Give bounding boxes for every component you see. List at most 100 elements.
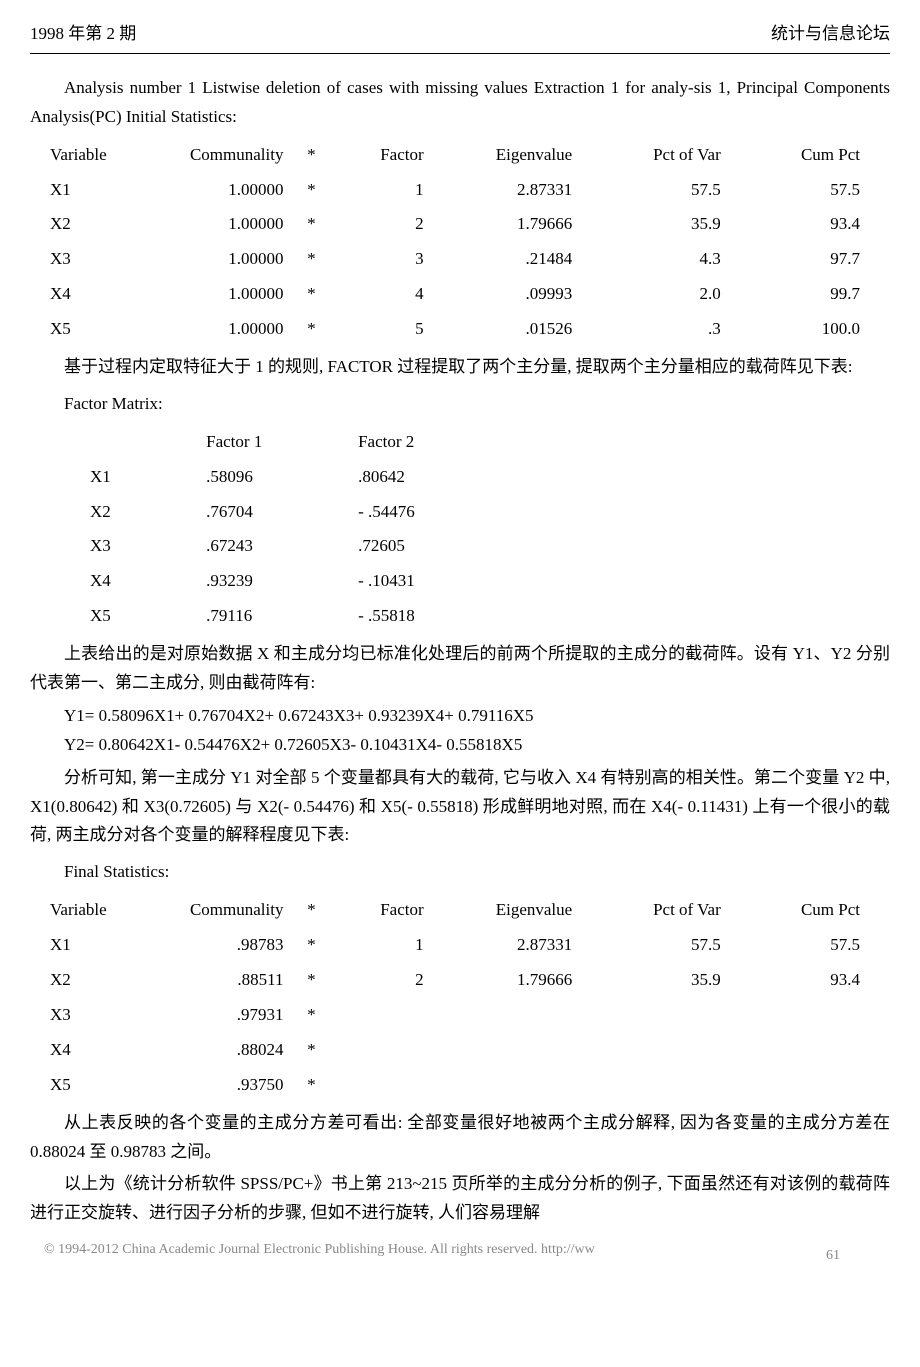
table-cell: X4 (70, 564, 186, 599)
table-cell (333, 1068, 429, 1103)
table-cell: 1.00000 (141, 277, 290, 312)
col-star: * (289, 138, 333, 173)
table-cell: .3 (578, 312, 727, 347)
col-cum-pct: Cum Pct (727, 893, 890, 928)
table-cell: * (289, 1033, 333, 1068)
table-cell (578, 998, 727, 1033)
table-row: X1.58096.80642 (70, 460, 490, 495)
table-cell: 57.5 (727, 173, 890, 208)
col-variable: Variable (30, 893, 141, 928)
initial-statistics-table: Variable Communality * Factor Eigenvalue… (30, 138, 890, 347)
table-cell (727, 998, 890, 1033)
table-cell: .93750 (141, 1068, 290, 1103)
table-cell: X2 (30, 207, 141, 242)
fm-factor1: Factor 1 (186, 425, 338, 460)
table-cell: 2 (333, 207, 429, 242)
table-cell (727, 1068, 890, 1103)
table-cell: X1 (30, 928, 141, 963)
table-cell (430, 1033, 579, 1068)
table-cell: X1 (70, 460, 186, 495)
table-cell: .58096 (186, 460, 338, 495)
table-row: X11.00000*12.8733157.557.5 (30, 173, 890, 208)
table-cell: 93.4 (727, 207, 890, 242)
table-cell (333, 1033, 429, 1068)
fm-factor2: Factor 2 (338, 425, 490, 460)
page-header: 1998 年第 2 期 统计与信息论坛 (30, 20, 890, 54)
table-cell (430, 1068, 579, 1103)
table-cell: 1.00000 (141, 207, 290, 242)
table-cell: 93.4 (727, 963, 890, 998)
col-communality: Communality (141, 893, 290, 928)
table-cell: * (289, 277, 333, 312)
table-cell: 100.0 (727, 312, 890, 347)
table-cell: 1.79666 (430, 963, 579, 998)
table-cell: X3 (30, 998, 141, 1033)
table-cell (430, 998, 579, 1033)
table-row: X4.93239- .10431 (70, 564, 490, 599)
table-cell: 57.5 (578, 173, 727, 208)
table-cell (578, 1033, 727, 1068)
table-cell: X3 (30, 242, 141, 277)
table-cell: X4 (30, 277, 141, 312)
fm-blank (70, 425, 186, 460)
table-row: X3.97931* (30, 998, 890, 1033)
table-cell: X5 (30, 312, 141, 347)
table-row: X31.00000*3.214844.397.7 (30, 242, 890, 277)
table-cell: 4.3 (578, 242, 727, 277)
table-cell: .01526 (430, 312, 579, 347)
table-cell: 2.87331 (430, 928, 579, 963)
table-cell: .88511 (141, 963, 290, 998)
paragraph-1: 基于过程内定取特征大于 1 的规则, FACTOR 过程提取了两个主分量, 提取… (30, 353, 890, 382)
table-cell: - .55818 (338, 599, 490, 634)
table-cell: .97931 (141, 998, 290, 1033)
col-star: * (289, 893, 333, 928)
table-cell: * (289, 963, 333, 998)
factor-matrix-label: Factor Matrix: (64, 390, 890, 419)
table-cell: X4 (30, 1033, 141, 1068)
table-cell: .76704 (186, 495, 338, 530)
col-eigenvalue: Eigenvalue (430, 893, 579, 928)
table-cell: 1.00000 (141, 242, 290, 277)
header-left: 1998 年第 2 期 (30, 20, 136, 49)
table-cell (727, 1033, 890, 1068)
table-cell: 3 (333, 242, 429, 277)
table-cell: - .54476 (338, 495, 490, 530)
table-cell: 57.5 (578, 928, 727, 963)
table-cell: 2.87331 (430, 173, 579, 208)
table-cell: .09993 (430, 277, 579, 312)
table-cell: X5 (70, 599, 186, 634)
table-cell: 57.5 (727, 928, 890, 963)
table-cell: 5 (333, 312, 429, 347)
col-variable: Variable (30, 138, 141, 173)
col-cum-pct: Cum Pct (727, 138, 890, 173)
table-cell: 4 (333, 277, 429, 312)
paragraph-2: 上表给出的是对原始数据 X 和主成分均已标准化处理后的前两个所提取的主成分的截荷… (30, 640, 890, 698)
table-cell: 99.7 (727, 277, 890, 312)
equation-y2: Y2= 0.80642X1- 0.54476X2+ 0.72605X3- 0.1… (64, 731, 890, 760)
col-factor: Factor (333, 138, 429, 173)
final-statistics-label: Final Statistics: (64, 858, 890, 887)
table-cell: 97.7 (727, 242, 890, 277)
table-row: X2.88511*21.7966635.993.4 (30, 963, 890, 998)
table-header-row: Variable Communality * Factor Eigenvalue… (30, 893, 890, 928)
table-row: X51.00000*5.01526.3100.0 (30, 312, 890, 347)
table-header-row: Factor 1 Factor 2 (70, 425, 490, 460)
table-cell: X2 (70, 495, 186, 530)
table-cell: 35.9 (578, 207, 727, 242)
paragraph-5: 以上为《统计分析软件 SPSS/PC+》书上第 213~215 页所举的主成分分… (30, 1170, 890, 1228)
paragraph-4: 从上表反映的各个变量的主成分方差可看出: 全部变量很好地被两个主成分解释, 因为… (30, 1109, 890, 1167)
table-cell: .79116 (186, 599, 338, 634)
final-statistics-table: Variable Communality * Factor Eigenvalue… (30, 893, 890, 1102)
table-row: X2.76704- .54476 (70, 495, 490, 530)
table-cell: * (289, 998, 333, 1033)
table-row: X4.88024* (30, 1033, 890, 1068)
table-cell: .93239 (186, 564, 338, 599)
table-cell (333, 998, 429, 1033)
table-cell: 1.00000 (141, 312, 290, 347)
table-cell: X3 (70, 529, 186, 564)
col-communality: Communality (141, 138, 290, 173)
table-cell: * (289, 207, 333, 242)
table-cell: * (289, 242, 333, 277)
table-cell: X5 (30, 1068, 141, 1103)
paragraph-3: 分析可知, 第一主成分 Y1 对全部 5 个变量都具有大的载荷, 它与收入 X4… (30, 764, 890, 851)
